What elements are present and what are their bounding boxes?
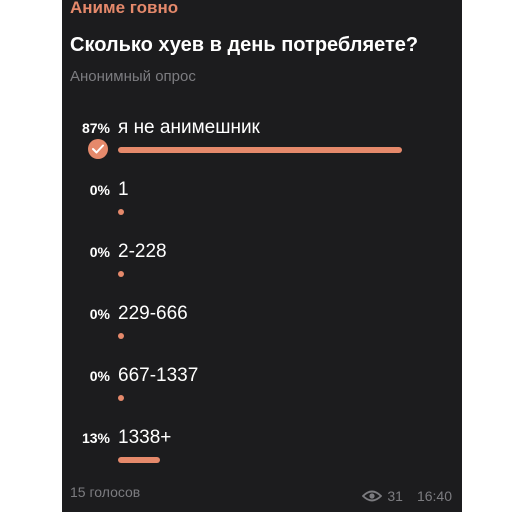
- option-label: 1338+: [118, 427, 172, 448]
- check-icon: [88, 139, 108, 159]
- view-count: 31: [387, 488, 403, 504]
- option-percent: 0%: [89, 368, 110, 384]
- option-bar: [118, 271, 124, 277]
- option-label: я не анимешник: [118, 117, 260, 138]
- poll-option-4[interactable]: 0% 229-666: [62, 303, 462, 353]
- option-label: 1: [118, 179, 129, 200]
- option-label: 229-666: [118, 303, 188, 324]
- option-percent: 0%: [89, 244, 110, 260]
- option-bar: [118, 395, 124, 401]
- option-bar: [118, 209, 124, 215]
- message-time: 16:40: [416, 488, 452, 504]
- poll-option-2[interactable]: 0% 1: [62, 179, 462, 229]
- option-bar: [118, 147, 402, 153]
- option-bar: [118, 457, 160, 463]
- vote-count[interactable]: 15 голосов: [70, 484, 141, 500]
- option-percent: 13%: [81, 430, 110, 446]
- poll-message: Аниме говно Сколько хуев в день потребля…: [62, 0, 462, 512]
- option-label: 667-1337: [118, 365, 199, 386]
- channel-name[interactable]: Аниме говно: [70, 0, 179, 17]
- option-percent: 87%: [81, 120, 110, 136]
- option-percent: 0%: [89, 182, 110, 198]
- option-percent: 0%: [89, 306, 110, 322]
- poll-type: Анонимный опрос: [70, 68, 196, 85]
- poll-option-6[interactable]: 13% 1338+: [62, 427, 462, 477]
- poll-option-1[interactable]: 87% я не анимешник: [62, 117, 462, 167]
- eye-icon: [362, 490, 383, 502]
- poll-option-5[interactable]: 0% 667-1337: [62, 365, 462, 415]
- option-label: 2-228: [118, 241, 167, 262]
- poll-question: Сколько хуев в день потребляете?: [70, 34, 419, 56]
- poll-option-3[interactable]: 0% 2-228: [62, 241, 462, 291]
- option-bar: [118, 333, 124, 339]
- message-meta: 31 16:40: [362, 488, 452, 504]
